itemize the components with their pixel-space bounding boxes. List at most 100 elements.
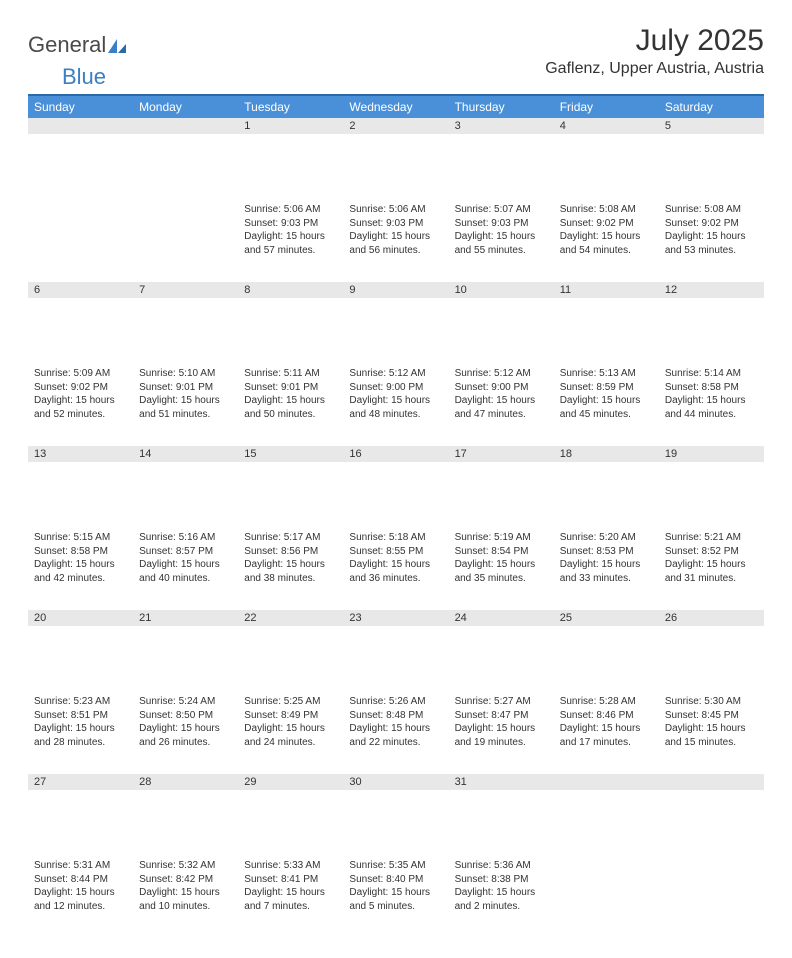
day-number-cell: 23: [343, 610, 448, 692]
day-content: Sunrise: 5:19 AMSunset: 8:54 PMDaylight:…: [449, 528, 554, 587]
day-content: Sunrise: 5:08 AMSunset: 9:02 PMDaylight:…: [554, 200, 659, 259]
day-number: 12: [659, 282, 764, 298]
day-content: Sunrise: 5:27 AMSunset: 8:47 PMDaylight:…: [449, 692, 554, 751]
day-cell: Sunrise: 5:25 AMSunset: 8:49 PMDaylight:…: [238, 692, 343, 774]
day-cell: Sunrise: 5:08 AMSunset: 9:02 PMDaylight:…: [554, 200, 659, 282]
day-cell: Sunrise: 5:24 AMSunset: 8:50 PMDaylight:…: [133, 692, 238, 774]
day-content: Sunrise: 5:32 AMSunset: 8:42 PMDaylight:…: [133, 856, 238, 915]
day-cell: Sunrise: 5:06 AMSunset: 9:03 PMDaylight:…: [238, 200, 343, 282]
day-content: Sunrise: 5:20 AMSunset: 8:53 PMDaylight:…: [554, 528, 659, 587]
day-number: [133, 118, 238, 134]
day-content: Sunrise: 5:31 AMSunset: 8:44 PMDaylight:…: [28, 856, 133, 915]
day-number: 29: [238, 774, 343, 790]
day-cell: Sunrise: 5:26 AMSunset: 8:48 PMDaylight:…: [343, 692, 448, 774]
weekday-header: Thursday: [449, 95, 554, 118]
weekday-header: Wednesday: [343, 95, 448, 118]
day-number: 4: [554, 118, 659, 134]
weekday-header: Sunday: [28, 95, 133, 118]
day-number: 22: [238, 610, 343, 626]
logo-general: General: [28, 32, 106, 58]
day-number-cell: 31: [449, 774, 554, 856]
day-cell: Sunrise: 5:30 AMSunset: 8:45 PMDaylight:…: [659, 692, 764, 774]
day-cell: Sunrise: 5:28 AMSunset: 8:46 PMDaylight:…: [554, 692, 659, 774]
calendar-header-row: Sunday Monday Tuesday Wednesday Thursday…: [28, 95, 764, 118]
day-number: 8: [238, 282, 343, 298]
day-number: [28, 118, 133, 134]
day-number-cell: 6: [28, 282, 133, 364]
day-content: Sunrise: 5:17 AMSunset: 8:56 PMDaylight:…: [238, 528, 343, 587]
day-number-cell: 10: [449, 282, 554, 364]
day-cell: [133, 200, 238, 282]
daynum-row: 13141516171819: [28, 446, 764, 528]
day-number-cell: [133, 118, 238, 200]
day-content: Sunrise: 5:25 AMSunset: 8:49 PMDaylight:…: [238, 692, 343, 751]
day-cell: Sunrise: 5:14 AMSunset: 8:58 PMDaylight:…: [659, 364, 764, 446]
day-cell: Sunrise: 5:21 AMSunset: 8:52 PMDaylight:…: [659, 528, 764, 610]
day-number: 18: [554, 446, 659, 462]
calendar-body: 12345Sunrise: 5:06 AMSunset: 9:03 PMDayl…: [28, 118, 764, 938]
day-number: 11: [554, 282, 659, 298]
day-content: Sunrise: 5:33 AMSunset: 8:41 PMDaylight:…: [238, 856, 343, 915]
day-content: Sunrise: 5:09 AMSunset: 9:02 PMDaylight:…: [28, 364, 133, 423]
day-number-cell: 14: [133, 446, 238, 528]
day-number-cell: 3: [449, 118, 554, 200]
day-number-cell: 20: [28, 610, 133, 692]
day-content: Sunrise: 5:24 AMSunset: 8:50 PMDaylight:…: [133, 692, 238, 751]
day-cell: Sunrise: 5:13 AMSunset: 8:59 PMDaylight:…: [554, 364, 659, 446]
day-content: Sunrise: 5:15 AMSunset: 8:58 PMDaylight:…: [28, 528, 133, 587]
day-cell: Sunrise: 5:08 AMSunset: 9:02 PMDaylight:…: [659, 200, 764, 282]
day-number-cell: [554, 774, 659, 856]
day-number-cell: 4: [554, 118, 659, 200]
day-number-cell: 1: [238, 118, 343, 200]
day-number-cell: 5: [659, 118, 764, 200]
day-cell: Sunrise: 5:35 AMSunset: 8:40 PMDaylight:…: [343, 856, 448, 938]
weekday-header: Friday: [554, 95, 659, 118]
day-number: 13: [28, 446, 133, 462]
day-content-row: Sunrise: 5:23 AMSunset: 8:51 PMDaylight:…: [28, 692, 764, 774]
month-title: July 2025: [545, 24, 764, 58]
day-cell: Sunrise: 5:33 AMSunset: 8:41 PMDaylight:…: [238, 856, 343, 938]
day-content: Sunrise: 5:12 AMSunset: 9:00 PMDaylight:…: [343, 364, 448, 423]
day-cell: Sunrise: 5:06 AMSunset: 9:03 PMDaylight:…: [343, 200, 448, 282]
day-content: Sunrise: 5:14 AMSunset: 8:58 PMDaylight:…: [659, 364, 764, 423]
day-number: 19: [659, 446, 764, 462]
weekday-header: Tuesday: [238, 95, 343, 118]
day-cell: Sunrise: 5:36 AMSunset: 8:38 PMDaylight:…: [449, 856, 554, 938]
day-cell: Sunrise: 5:10 AMSunset: 9:01 PMDaylight:…: [133, 364, 238, 446]
day-cell: Sunrise: 5:11 AMSunset: 9:01 PMDaylight:…: [238, 364, 343, 446]
day-number: 2: [343, 118, 448, 134]
day-number-cell: 27: [28, 774, 133, 856]
day-number: 10: [449, 282, 554, 298]
day-number-cell: 26: [659, 610, 764, 692]
day-number-cell: 24: [449, 610, 554, 692]
day-number-cell: 7: [133, 282, 238, 364]
logo: General: [28, 24, 130, 58]
day-number: 16: [343, 446, 448, 462]
day-number: 1: [238, 118, 343, 134]
day-number-cell: 22: [238, 610, 343, 692]
day-content: Sunrise: 5:28 AMSunset: 8:46 PMDaylight:…: [554, 692, 659, 751]
day-number: 23: [343, 610, 448, 626]
day-content: [554, 856, 659, 861]
day-content: Sunrise: 5:26 AMSunset: 8:48 PMDaylight:…: [343, 692, 448, 751]
day-cell: [659, 856, 764, 938]
day-cell: Sunrise: 5:12 AMSunset: 9:00 PMDaylight:…: [449, 364, 554, 446]
day-cell: Sunrise: 5:15 AMSunset: 8:58 PMDaylight:…: [28, 528, 133, 610]
day-cell: Sunrise: 5:12 AMSunset: 9:00 PMDaylight:…: [343, 364, 448, 446]
daynum-row: 2728293031: [28, 774, 764, 856]
day-content: Sunrise: 5:06 AMSunset: 9:03 PMDaylight:…: [343, 200, 448, 259]
day-cell: Sunrise: 5:09 AMSunset: 9:02 PMDaylight:…: [28, 364, 133, 446]
day-number: 31: [449, 774, 554, 790]
day-number-cell: 12: [659, 282, 764, 364]
day-content: Sunrise: 5:21 AMSunset: 8:52 PMDaylight:…: [659, 528, 764, 587]
day-cell: Sunrise: 5:07 AMSunset: 9:03 PMDaylight:…: [449, 200, 554, 282]
day-number: [554, 774, 659, 790]
day-content: Sunrise: 5:10 AMSunset: 9:01 PMDaylight:…: [133, 364, 238, 423]
day-cell: Sunrise: 5:18 AMSunset: 8:55 PMDaylight:…: [343, 528, 448, 610]
day-number: 5: [659, 118, 764, 134]
day-number: 27: [28, 774, 133, 790]
day-number-cell: 13: [28, 446, 133, 528]
day-number: 21: [133, 610, 238, 626]
day-content: [28, 200, 133, 205]
day-number-cell: [28, 118, 133, 200]
